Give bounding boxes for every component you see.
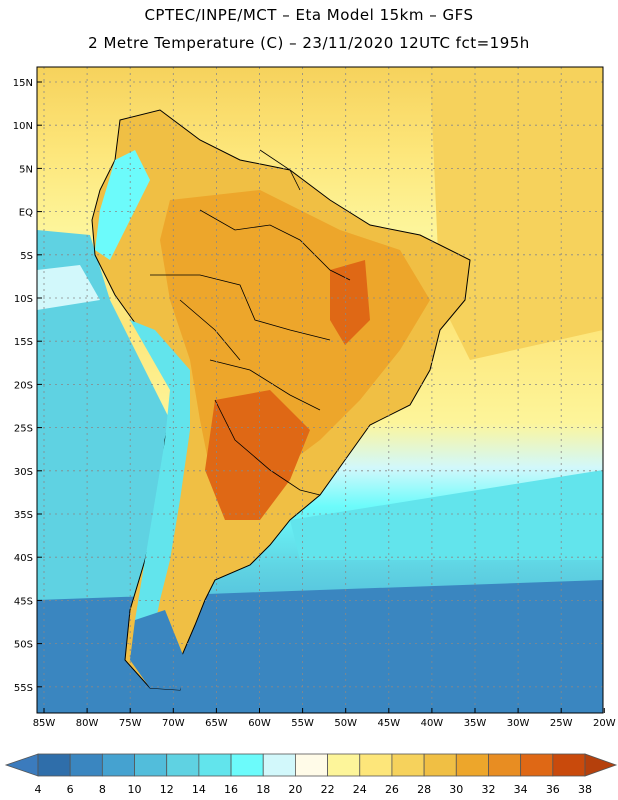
longitude-labels: 85W 80W 75W 70W 65W 60W 55W 50W 45W 40W 35W 30W 25W 2… — [33, 708, 616, 729]
lat-label: 5N — [19, 164, 33, 175]
legend-label: 34 — [514, 783, 528, 796]
legend-swatch — [198, 753, 232, 777]
legend-swatch — [391, 753, 425, 777]
lon-label: 35W — [464, 718, 487, 729]
map-title-line1: CPTEC/INPE/MCT – Eta Model 15km – GFS — [144, 6, 474, 24]
lon-label: 45W — [377, 718, 400, 729]
lat-label: 55S — [14, 683, 33, 694]
lon-label: 25W — [550, 718, 573, 729]
legend-label: 30 — [449, 783, 463, 796]
legend-label: 38 — [578, 783, 592, 796]
color-legend: 4 6 8 10 12 14 16 18 20 22 24 26 28 30 32 34 36 38 — [4, 753, 618, 796]
andes-cold-strip — [95, 150, 150, 260]
lon-label: 65W — [205, 718, 228, 729]
very-hot-region — [205, 390, 310, 520]
lat-label: 15S — [14, 337, 33, 348]
legend-swatch — [488, 753, 522, 777]
legend-label: 14 — [192, 783, 206, 796]
legend-swatch — [262, 753, 296, 777]
legend-swatch — [101, 753, 135, 777]
lat-label: EQ — [19, 208, 33, 219]
very-hot-region-2 — [330, 260, 370, 345]
legend-high-arrow — [584, 753, 618, 777]
lat-label: 15N — [13, 78, 33, 89]
lon-label: 20W — [593, 718, 616, 729]
lon-label: 85W — [33, 718, 56, 729]
legend-label: 12 — [160, 783, 174, 796]
lat-label: 10N — [13, 121, 33, 132]
atlantic-warm-region — [430, 70, 603, 360]
legend-label: 22 — [321, 783, 335, 796]
map-frame — [36, 66, 604, 714]
legend-swatch — [134, 753, 168, 777]
graticule — [37, 67, 603, 713]
lon-label: 30W — [507, 718, 530, 729]
lat-label: 30S — [14, 467, 33, 478]
map-title-line2: 2 Metre Temperature (C) – 23/11/2020 12U… — [88, 34, 530, 52]
lat-label: 10S — [14, 294, 33, 305]
southern-ocean-region — [37, 580, 603, 713]
legend-label: 8 — [99, 783, 106, 796]
lat-label: 45S — [14, 596, 33, 607]
lat-label: 40S — [14, 553, 33, 564]
legend-label: 24 — [353, 783, 367, 796]
lat-label: 50S — [14, 640, 33, 651]
legend-swatch — [423, 753, 457, 777]
pacific-cold-region — [37, 265, 100, 310]
legend-swatch — [166, 753, 200, 777]
legend-swatch — [455, 753, 489, 777]
legend-swatch — [520, 753, 554, 777]
lat-label: 35S — [14, 510, 33, 521]
atlantic-mid-region — [290, 470, 603, 560]
lon-label: 80W — [76, 718, 99, 729]
legend-swatch — [327, 753, 361, 777]
legend-label: 6 — [67, 783, 74, 796]
legend-label: 20 — [288, 783, 302, 796]
latitude-labels: 15N 10N 5N EQ 5S 10S 15S 20S 25S 30S 35S 40S 45S 50S 5… — [13, 78, 42, 694]
legend-label: 16 — [224, 783, 238, 796]
country-borders — [150, 149, 351, 496]
legend-swatch — [230, 753, 264, 777]
lat-label: 5S — [20, 251, 33, 262]
andes-cold-strip-south — [130, 320, 190, 660]
legend-label: 36 — [546, 783, 560, 796]
legend-label: 26 — [385, 783, 399, 796]
legend-swatch — [295, 753, 328, 777]
lat-label: 25S — [14, 424, 33, 435]
legend-low-arrow — [4, 753, 39, 777]
legend-label: 4 — [35, 783, 42, 796]
legend-swatch — [37, 753, 71, 777]
legend-label: 32 — [481, 783, 495, 796]
lon-label: 50W — [334, 718, 357, 729]
patagonia-cold-tip — [130, 610, 185, 690]
lon-label: 70W — [162, 718, 185, 729]
lon-label: 60W — [248, 718, 271, 729]
legend-label: 18 — [256, 783, 270, 796]
legend-label: 28 — [417, 783, 431, 796]
lat-label: 20S — [14, 380, 33, 391]
lon-label: 75W — [119, 718, 142, 729]
legend-swatch — [359, 753, 393, 777]
legend-swatch — [552, 753, 586, 777]
legend-swatch — [69, 753, 103, 777]
lon-label: 40W — [421, 718, 444, 729]
lon-label: 55W — [291, 718, 314, 729]
legend-label: 10 — [128, 783, 142, 796]
